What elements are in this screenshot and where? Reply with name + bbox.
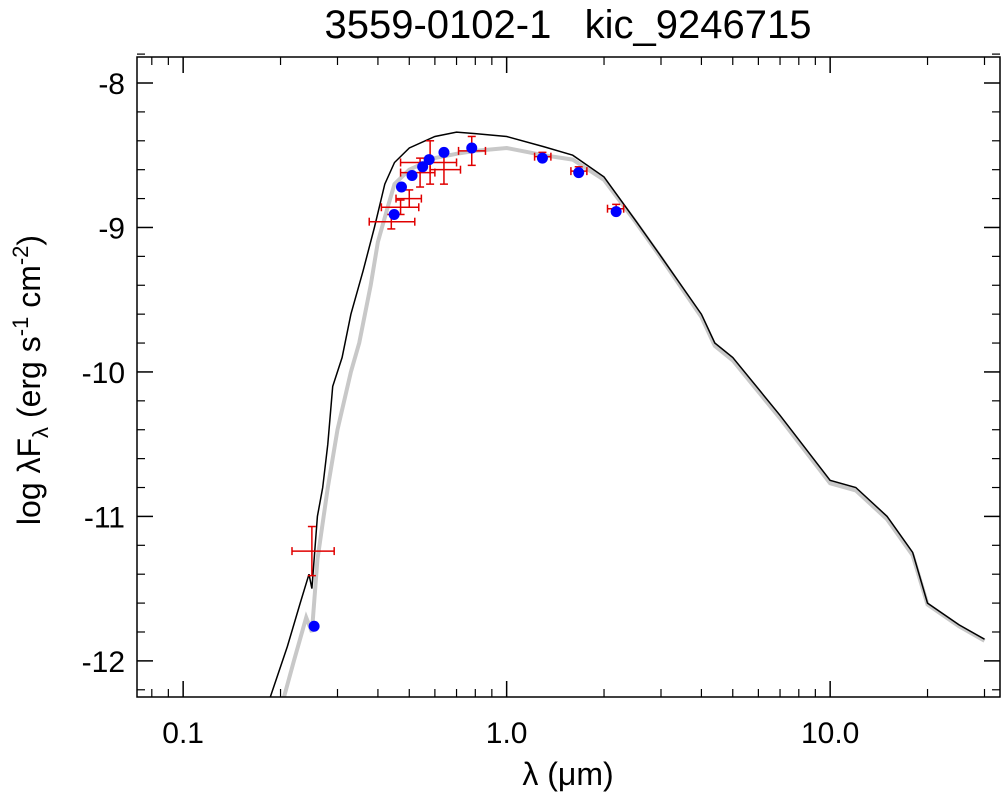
chart-title: 3559-0102-1 kic_9246715 bbox=[324, 3, 811, 47]
y-label-part: log λF bbox=[11, 438, 47, 525]
y-tick-label: -8 bbox=[98, 68, 125, 101]
model-point bbox=[423, 154, 435, 166]
y-label-sub: λ bbox=[28, 427, 53, 438]
model-point bbox=[536, 152, 548, 164]
y-tick-label: -10 bbox=[82, 357, 125, 390]
y-tick-label: -12 bbox=[82, 646, 125, 679]
model-point bbox=[466, 142, 478, 154]
model-point bbox=[395, 181, 407, 193]
model-point bbox=[406, 169, 418, 181]
y-label-sup: -1 bbox=[8, 317, 33, 337]
model-line bbox=[269, 131, 985, 697]
model-point bbox=[573, 167, 585, 179]
plot-frame bbox=[136, 56, 1001, 698]
x-tick-label: 10.0 bbox=[801, 717, 859, 750]
model-point bbox=[438, 146, 450, 158]
y-label-part: cm bbox=[11, 265, 47, 317]
y-label-part: ) bbox=[11, 235, 47, 246]
model-point bbox=[417, 161, 429, 173]
model-point bbox=[388, 208, 400, 220]
x-axis-label: λ (μm) bbox=[522, 756, 613, 792]
model-line bbox=[282, 145, 986, 697]
y-tick-label: -9 bbox=[98, 212, 125, 245]
x-tick-label: 1.0 bbox=[486, 717, 528, 750]
model-point bbox=[610, 206, 622, 218]
y-label-sup: -2 bbox=[8, 246, 33, 266]
model-point bbox=[308, 620, 320, 632]
x-tick-label: 0.1 bbox=[162, 717, 204, 750]
y-tick-label: -11 bbox=[84, 501, 125, 534]
y-axis-label: log λFλ (erg s-1 cm-2) bbox=[8, 235, 53, 525]
y-label-part: (erg s bbox=[11, 336, 47, 427]
